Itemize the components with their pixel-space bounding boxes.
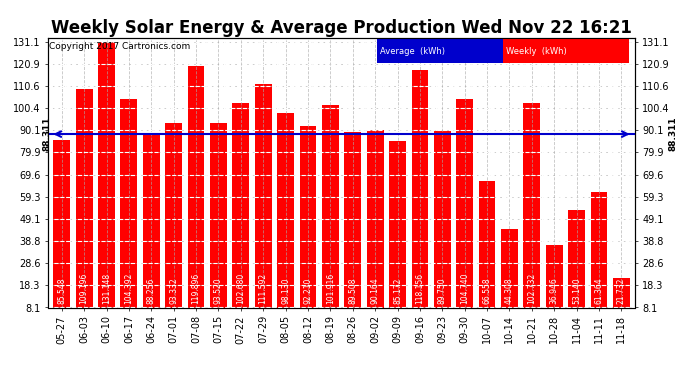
Bar xyxy=(166,123,182,325)
Text: 88.311: 88.311 xyxy=(669,117,678,152)
Text: 104.392: 104.392 xyxy=(124,273,133,304)
FancyBboxPatch shape xyxy=(503,39,629,63)
FancyBboxPatch shape xyxy=(377,39,503,63)
Title: Weekly Solar Energy & Average Production Wed Nov 22 16:21: Weekly Solar Energy & Average Production… xyxy=(51,20,632,38)
Bar xyxy=(501,229,518,325)
Text: Average  (kWh): Average (kWh) xyxy=(380,46,444,56)
Text: 53.140: 53.140 xyxy=(572,278,581,304)
Text: 109.196: 109.196 xyxy=(79,273,88,304)
Text: 36.946: 36.946 xyxy=(550,278,559,304)
Bar xyxy=(121,99,137,325)
Bar xyxy=(233,103,249,325)
Bar xyxy=(188,66,204,325)
Bar xyxy=(524,103,540,325)
Text: 66.558: 66.558 xyxy=(482,278,491,304)
Bar xyxy=(591,192,607,325)
Text: 85.548: 85.548 xyxy=(57,278,66,304)
Text: 111.592: 111.592 xyxy=(259,273,268,304)
Text: 89.508: 89.508 xyxy=(348,278,357,304)
Text: 85.172: 85.172 xyxy=(393,278,402,304)
Bar xyxy=(277,113,294,325)
Text: 93.520: 93.520 xyxy=(214,278,223,304)
Text: 21.732: 21.732 xyxy=(617,278,626,304)
Bar xyxy=(366,130,384,325)
Text: 102.680: 102.680 xyxy=(236,273,246,304)
Text: 92.210: 92.210 xyxy=(304,278,313,304)
Bar xyxy=(143,134,159,325)
Bar xyxy=(76,89,92,325)
Text: 119.896: 119.896 xyxy=(192,273,201,304)
Text: 102.732: 102.732 xyxy=(527,273,536,304)
Bar xyxy=(210,123,227,325)
Bar xyxy=(98,42,115,325)
Bar xyxy=(389,141,406,325)
Bar xyxy=(322,105,339,325)
Bar xyxy=(546,245,562,325)
Text: 101.916: 101.916 xyxy=(326,273,335,304)
Text: 89.750: 89.750 xyxy=(437,278,447,304)
Bar xyxy=(479,181,495,325)
Text: 61.364: 61.364 xyxy=(595,278,604,304)
Text: Weekly  (kWh): Weekly (kWh) xyxy=(506,46,566,56)
Bar xyxy=(344,132,361,325)
Text: 118.156: 118.156 xyxy=(415,273,424,304)
Text: 131.148: 131.148 xyxy=(102,273,111,304)
Text: 104.740: 104.740 xyxy=(460,273,469,304)
Text: Copyright 2017 Cartronics.com: Copyright 2017 Cartronics.com xyxy=(49,42,190,51)
Bar xyxy=(53,140,70,325)
Text: 98.130: 98.130 xyxy=(281,278,290,304)
Text: 44.308: 44.308 xyxy=(505,278,514,304)
Text: 88.311: 88.311 xyxy=(43,117,52,152)
Text: 90.164: 90.164 xyxy=(371,278,380,304)
Bar xyxy=(613,278,630,325)
Bar xyxy=(255,84,272,325)
Bar xyxy=(299,126,317,325)
Bar xyxy=(456,99,473,325)
Bar xyxy=(434,131,451,325)
Bar xyxy=(568,210,585,325)
Text: 93.332: 93.332 xyxy=(169,278,178,304)
Bar xyxy=(411,70,428,325)
Text: 88.256: 88.256 xyxy=(147,278,156,304)
